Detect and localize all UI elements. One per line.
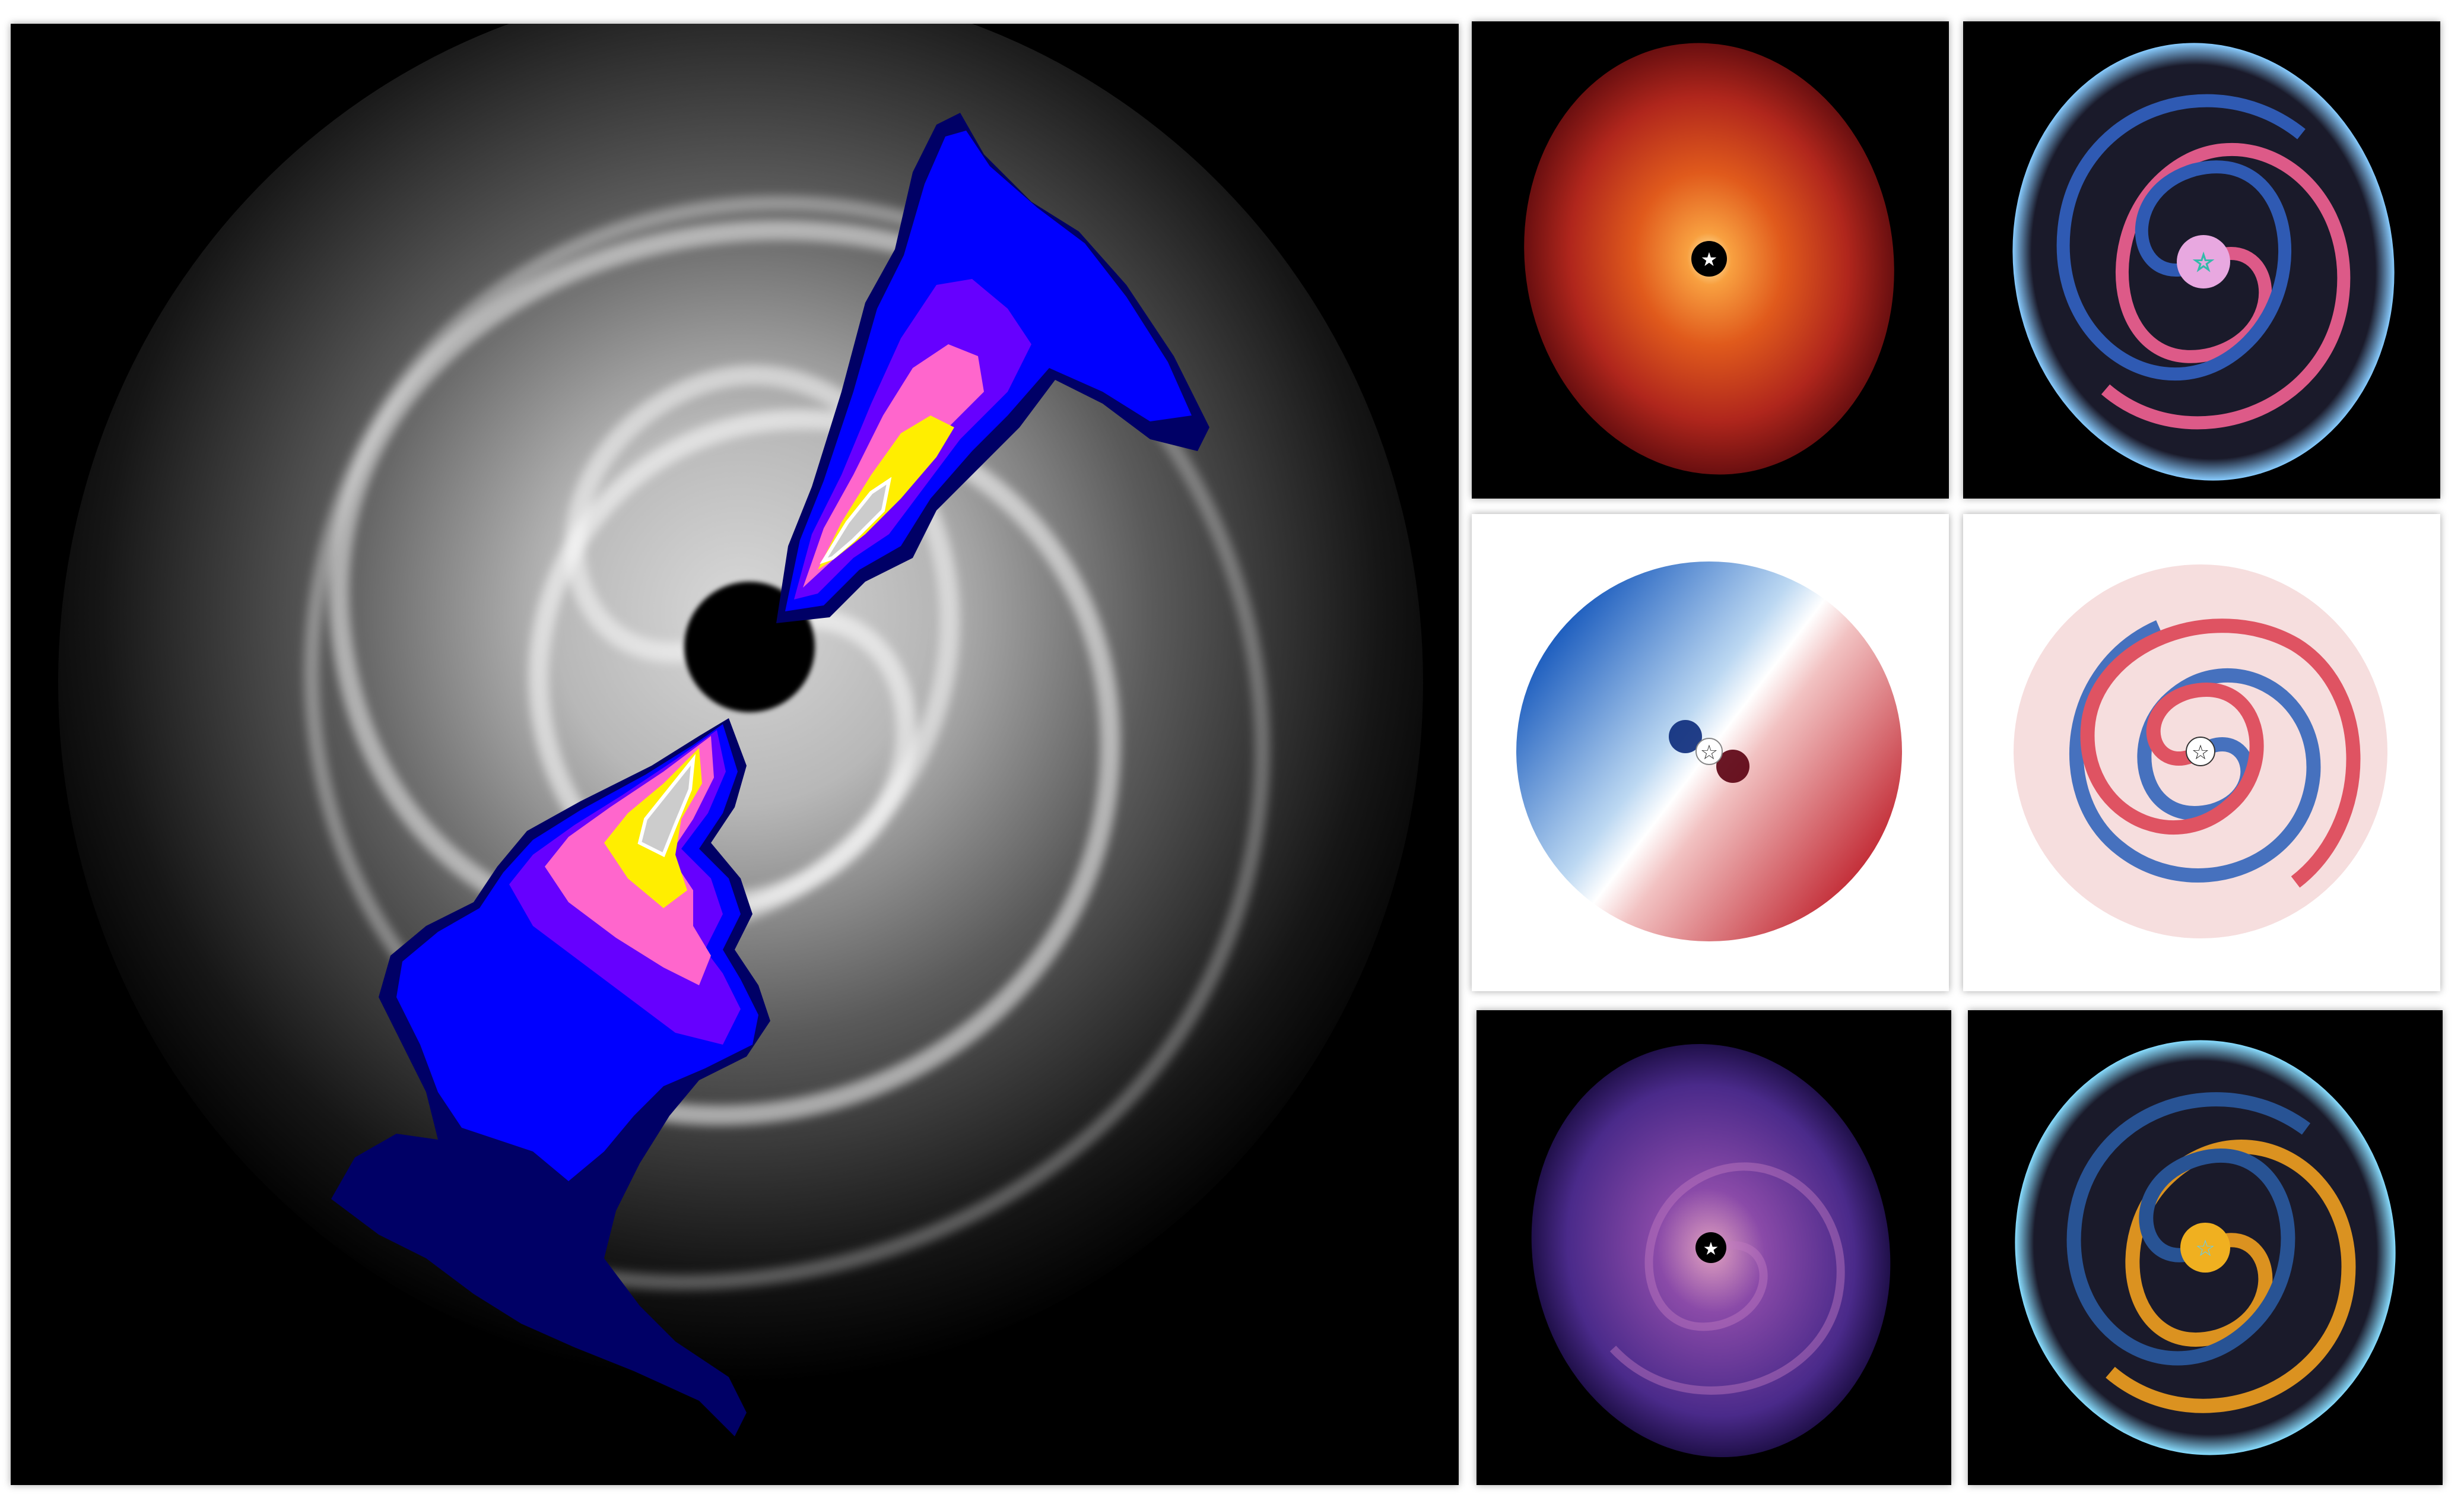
inner-cavity [1695,1232,1726,1263]
inner-cavity [1691,241,1727,277]
density-map: ★ [1472,21,1949,499]
spiral-disk-with-outflow-icon [11,24,1459,1485]
center-marker [2186,737,2215,766]
inner-region [2177,235,2230,288]
receding-lobe [1716,750,1749,783]
velocity-residual-map: ☆ [1963,514,2440,991]
star-outline-icon: ☆ [2193,249,2214,277]
perturbation-spiral [2056,94,2351,430]
inner-region [2180,1223,2230,1273]
temp-perturbation-spiral [2066,1092,2356,1413]
residual-spiral [2069,618,2361,888]
temperature-map: ★ [1477,1010,1951,1485]
star-outline-icon: ☆ [1700,741,1718,764]
star-outline-icon: ☆ [2195,1235,2215,1261]
lower-outflow-lobe [331,718,770,1436]
star-outline-icon: ☆ [2192,741,2209,764]
temperature-spiral [1609,1162,1845,1395]
approaching-lobe [1669,720,1702,753]
center-marker [1695,738,1723,765]
temperature-perturbation-map: ☆ [1968,1010,2443,1485]
upper-outflow-lobe [776,113,1209,623]
velocity-map: ☆ [1472,514,1949,991]
star-icon: ★ [1703,1239,1719,1259]
density-perturbation-map: ☆ [1963,21,2440,499]
star-icon: ★ [1701,248,1718,271]
main-disk-panel [11,24,1459,1485]
